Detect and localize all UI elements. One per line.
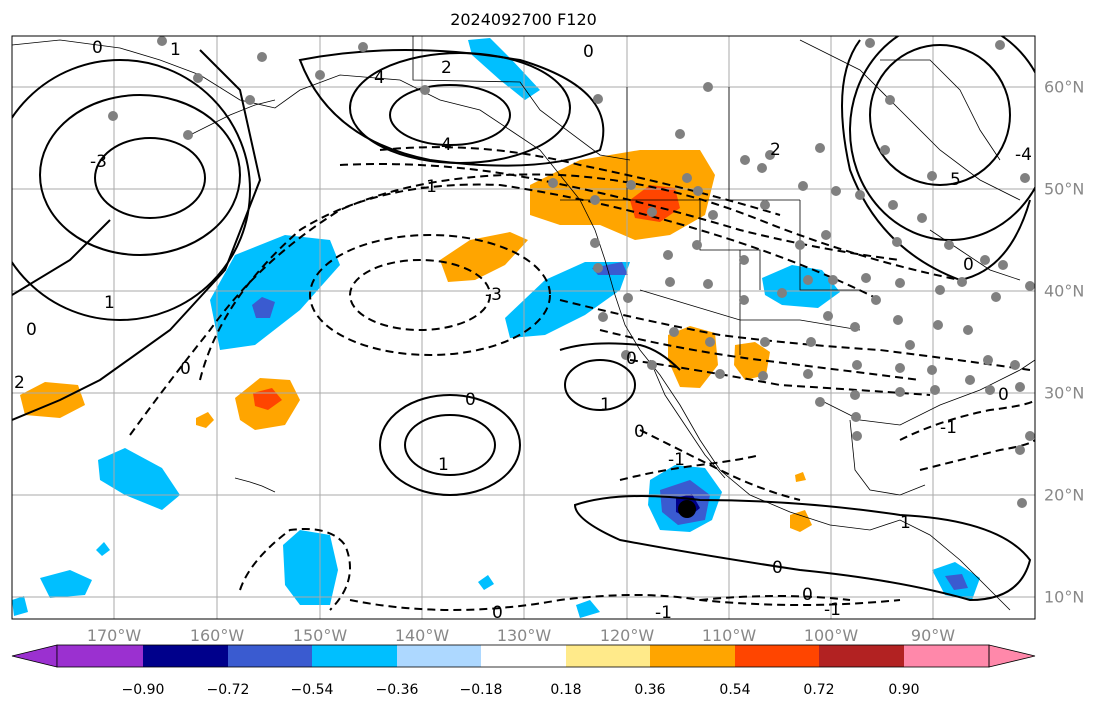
colorbar-tick: 0.36 bbox=[634, 682, 666, 698]
map-frame bbox=[11, 35, 1036, 620]
contour-label: 4 bbox=[441, 135, 452, 155]
colorbar bbox=[11, 644, 1036, 668]
contour-label: -1 bbox=[655, 603, 672, 623]
lat-label: 50°N bbox=[1044, 179, 1085, 199]
lat-label: 60°N bbox=[1044, 77, 1085, 97]
contour-label: -1 bbox=[668, 450, 685, 470]
stations bbox=[108, 36, 1035, 508]
lon-label: 90°W bbox=[910, 626, 956, 645]
colorbar-tick: 0.72 bbox=[803, 682, 835, 698]
contour-label: 0 bbox=[583, 42, 594, 62]
contour-label: 1 bbox=[900, 513, 911, 533]
colorbar-tick: −0.90 bbox=[121, 682, 165, 698]
contour-label: 0 bbox=[634, 422, 645, 442]
positive-contours bbox=[12, 36, 1035, 602]
contour-label: 2 bbox=[770, 140, 781, 160]
lon-label: 160°W bbox=[189, 626, 245, 645]
contour-label: 0 bbox=[802, 585, 813, 605]
lat-label: 40°N bbox=[1044, 281, 1085, 301]
grid-lines bbox=[12, 36, 1035, 619]
contour-label: -1 bbox=[420, 177, 437, 197]
contour-label: 5 bbox=[950, 170, 961, 190]
contour-label: -1 bbox=[824, 600, 841, 620]
lat-label: 30°N bbox=[1044, 383, 1085, 403]
contour-label: 0 bbox=[180, 359, 191, 379]
contour-label: 0 bbox=[963, 255, 974, 275]
colorbar-tick: −0.72 bbox=[206, 682, 250, 698]
contour-label: 2 bbox=[14, 373, 25, 393]
coastlines bbox=[12, 36, 1035, 611]
lon-label: 130°W bbox=[496, 626, 552, 645]
colorbar-tick: 0.54 bbox=[719, 682, 751, 698]
contour-label: 1 bbox=[438, 455, 449, 475]
contour-label: 0 bbox=[998, 385, 1009, 405]
contour-label: 1 bbox=[600, 395, 611, 415]
lon-label: 110°W bbox=[701, 626, 757, 645]
colorbar-tick: −0.54 bbox=[290, 682, 334, 698]
colorbar-tick: 0.90 bbox=[888, 682, 920, 698]
contour-label: -1 bbox=[940, 418, 957, 438]
lon-label: 150°W bbox=[292, 626, 348, 645]
contour-label: -3 bbox=[485, 285, 502, 305]
map-title: 2024092700 F120 bbox=[450, 10, 597, 29]
contour-label: 0 bbox=[626, 349, 637, 369]
negative-contours bbox=[129, 146, 1035, 611]
contour-label: -4 bbox=[1015, 145, 1032, 165]
contour-label: 1 bbox=[104, 293, 115, 313]
contour-label: 0 bbox=[772, 558, 783, 578]
contour-label: -3 bbox=[90, 152, 107, 172]
lon-label: 100°W bbox=[803, 626, 859, 645]
storm-center-marker bbox=[678, 500, 696, 518]
contour-label: 0 bbox=[465, 390, 476, 410]
contour-label: 0 bbox=[26, 320, 37, 340]
contour-label: 0 bbox=[92, 38, 103, 58]
lon-label: 120°W bbox=[599, 626, 655, 645]
colorbar-tick: −0.36 bbox=[375, 682, 419, 698]
colorbar-tick: −0.18 bbox=[459, 682, 503, 698]
contour-labels: 0 1 4 2 4 0 -3 -1 -3 0 0 1 0 1 1 0 0 -1 … bbox=[14, 38, 1032, 623]
lon-label: 140°W bbox=[394, 626, 450, 645]
lat-label: 10°N bbox=[1044, 587, 1085, 607]
shading-layer bbox=[12, 38, 980, 618]
lon-label: 170°W bbox=[86, 626, 142, 645]
contour-label: 4 bbox=[374, 68, 385, 88]
colorbar-tick: 0.18 bbox=[550, 682, 582, 698]
contour-label: 2 bbox=[441, 58, 452, 78]
contour-label: 0 bbox=[492, 603, 503, 623]
lat-label: 20°N bbox=[1044, 485, 1085, 505]
contour-label: 1 bbox=[170, 40, 181, 60]
